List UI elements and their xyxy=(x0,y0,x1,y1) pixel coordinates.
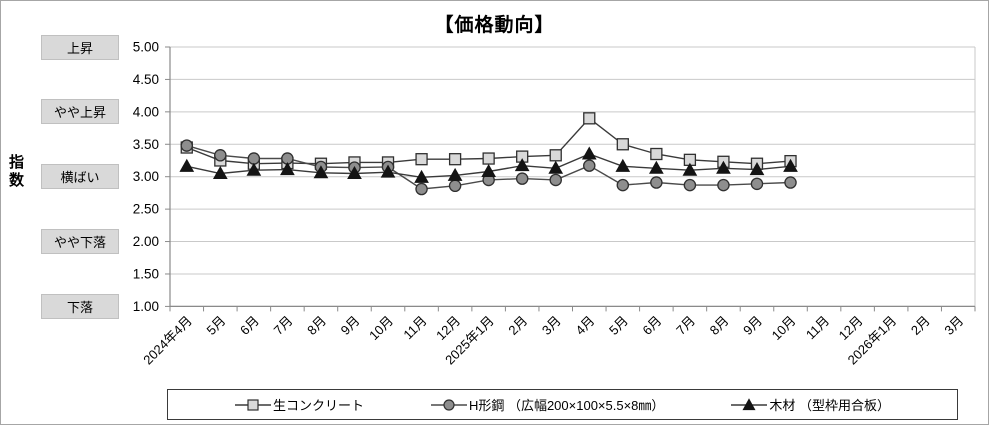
svg-text:6月: 6月 xyxy=(237,313,262,338)
svg-text:2月: 2月 xyxy=(908,313,933,338)
legend-item-concrete: 生コンクリート xyxy=(234,395,364,414)
svg-text:5月: 5月 xyxy=(606,313,631,338)
svg-text:4.00: 4.00 xyxy=(133,104,159,119)
svg-text:4月: 4月 xyxy=(572,313,597,338)
legend-square-marker-icon xyxy=(234,398,271,411)
legend: 生コンクリート H形鋼 （広幅200×100×5.5×8㎜） 木材 （型枠用合板） xyxy=(167,389,958,420)
svg-text:3.00: 3.00 xyxy=(133,169,159,184)
band-label-3: 横ばい xyxy=(41,164,119,190)
svg-text:11月: 11月 xyxy=(803,313,832,342)
series-lumber xyxy=(179,146,798,183)
svg-text:11月: 11月 xyxy=(400,313,429,342)
series-concrete xyxy=(180,112,797,170)
chart-title: 【価格動向】 xyxy=(434,15,555,36)
y-axis-title: 指数 xyxy=(7,154,24,190)
legend-item-lumber: 木材 （型枠用合板） xyxy=(731,395,890,414)
svg-text:5.00: 5.00 xyxy=(133,40,159,55)
svg-text:7月: 7月 xyxy=(271,313,296,338)
svg-text:3月: 3月 xyxy=(539,313,564,338)
svg-text:9月: 9月 xyxy=(338,313,363,338)
svg-text:7月: 7月 xyxy=(673,313,698,338)
svg-text:2月: 2月 xyxy=(505,313,530,338)
svg-text:2.00: 2.00 xyxy=(133,234,159,249)
svg-text:2.50: 2.50 xyxy=(133,202,159,217)
series-h-beam xyxy=(180,139,797,196)
svg-text:1.00: 1.00 xyxy=(133,299,159,314)
svg-text:1.50: 1.50 xyxy=(133,266,159,281)
svg-text:3月: 3月 xyxy=(941,313,966,338)
svg-text:9月: 9月 xyxy=(740,313,765,338)
legend-label-concrete: 生コンクリート xyxy=(272,398,364,413)
band-label-5: 上昇 xyxy=(41,34,119,60)
svg-text:10月: 10月 xyxy=(769,313,799,343)
axes xyxy=(165,46,976,312)
band-label-1: 下落 xyxy=(41,293,119,319)
svg-text:2024年4月: 2024年4月 xyxy=(140,313,195,368)
legend-label-lumber: 木材 （型枠用合板） xyxy=(769,398,891,413)
svg-text:3.50: 3.50 xyxy=(133,137,159,152)
svg-text:12月: 12月 xyxy=(433,313,463,343)
svg-text:8月: 8月 xyxy=(304,313,329,338)
svg-text:10月: 10月 xyxy=(366,313,396,343)
svg-text:8月: 8月 xyxy=(707,313,732,338)
gridlines xyxy=(170,46,976,307)
legend-item-h-beam: H形鋼 （広幅200×100×5.5×8㎜） xyxy=(430,395,665,414)
band-label-2: やや下落 xyxy=(41,229,119,255)
legend-label-h-beam: H形鋼 （広幅200×100×5.5×8㎜） xyxy=(468,398,665,413)
svg-text:5月: 5月 xyxy=(204,313,229,338)
svg-text:4.50: 4.50 xyxy=(133,72,159,87)
svg-text:6月: 6月 xyxy=(640,313,665,338)
svg-text:12月: 12月 xyxy=(836,313,866,343)
legend-circle-marker-icon xyxy=(430,398,467,411)
legend-triangle-marker-icon xyxy=(731,397,768,410)
y-axis-tick-labels: 5.00 4.50 4.00 3.50 3.00 2.50 2.00 1.50 1.00 xyxy=(133,40,159,314)
band-label-4: やや上昇 xyxy=(41,99,119,125)
